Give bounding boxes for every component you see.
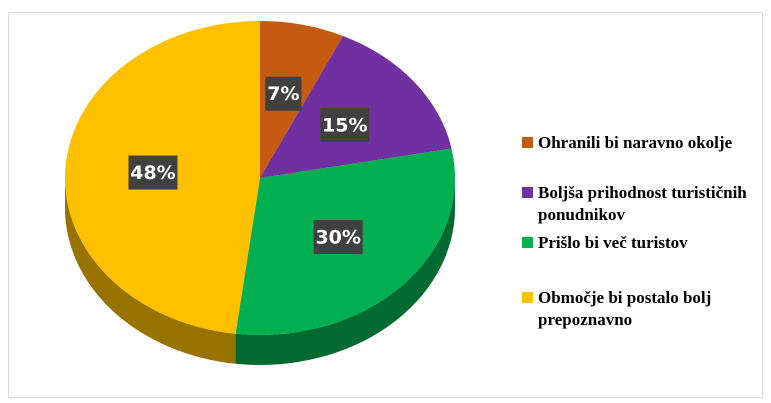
pie-slice bbox=[260, 21, 344, 178]
pie-side bbox=[65, 178, 236, 364]
legend-swatch bbox=[522, 187, 533, 198]
legend-label: Boljša prihodnost turističnih ponudnikov bbox=[538, 183, 747, 224]
value-label-box bbox=[128, 155, 178, 190]
value-label: 7% bbox=[267, 83, 299, 105]
value-label-box bbox=[313, 220, 363, 255]
chart-border bbox=[8, 12, 763, 398]
legend-label: Ohranili bi naravno okolje bbox=[538, 133, 733, 152]
pie-slice bbox=[260, 35, 452, 178]
legend-swatch bbox=[522, 292, 533, 303]
legend-label: Prišlo bi več turistov bbox=[538, 233, 688, 252]
value-label: 30% bbox=[315, 227, 360, 249]
legend-item: Boljša prihodnost turističnih ponudnikov bbox=[522, 182, 771, 226]
pie-side bbox=[235, 178, 455, 365]
value-label-box bbox=[265, 76, 302, 111]
value-label: 48% bbox=[130, 162, 175, 184]
value-label: 15% bbox=[322, 115, 367, 137]
legend-item: Prišlo bi več turistov bbox=[522, 232, 771, 254]
value-label-box bbox=[320, 108, 370, 143]
legend-label: Območje bi postalo bolj prepoznavno bbox=[538, 288, 712, 329]
legend-item: Območje bi postalo bolj prepoznavno bbox=[522, 287, 771, 331]
legend-item: Ohranili bi naravno okolje bbox=[522, 132, 771, 154]
legend-swatch bbox=[522, 237, 533, 248]
legend-swatch bbox=[522, 137, 533, 148]
